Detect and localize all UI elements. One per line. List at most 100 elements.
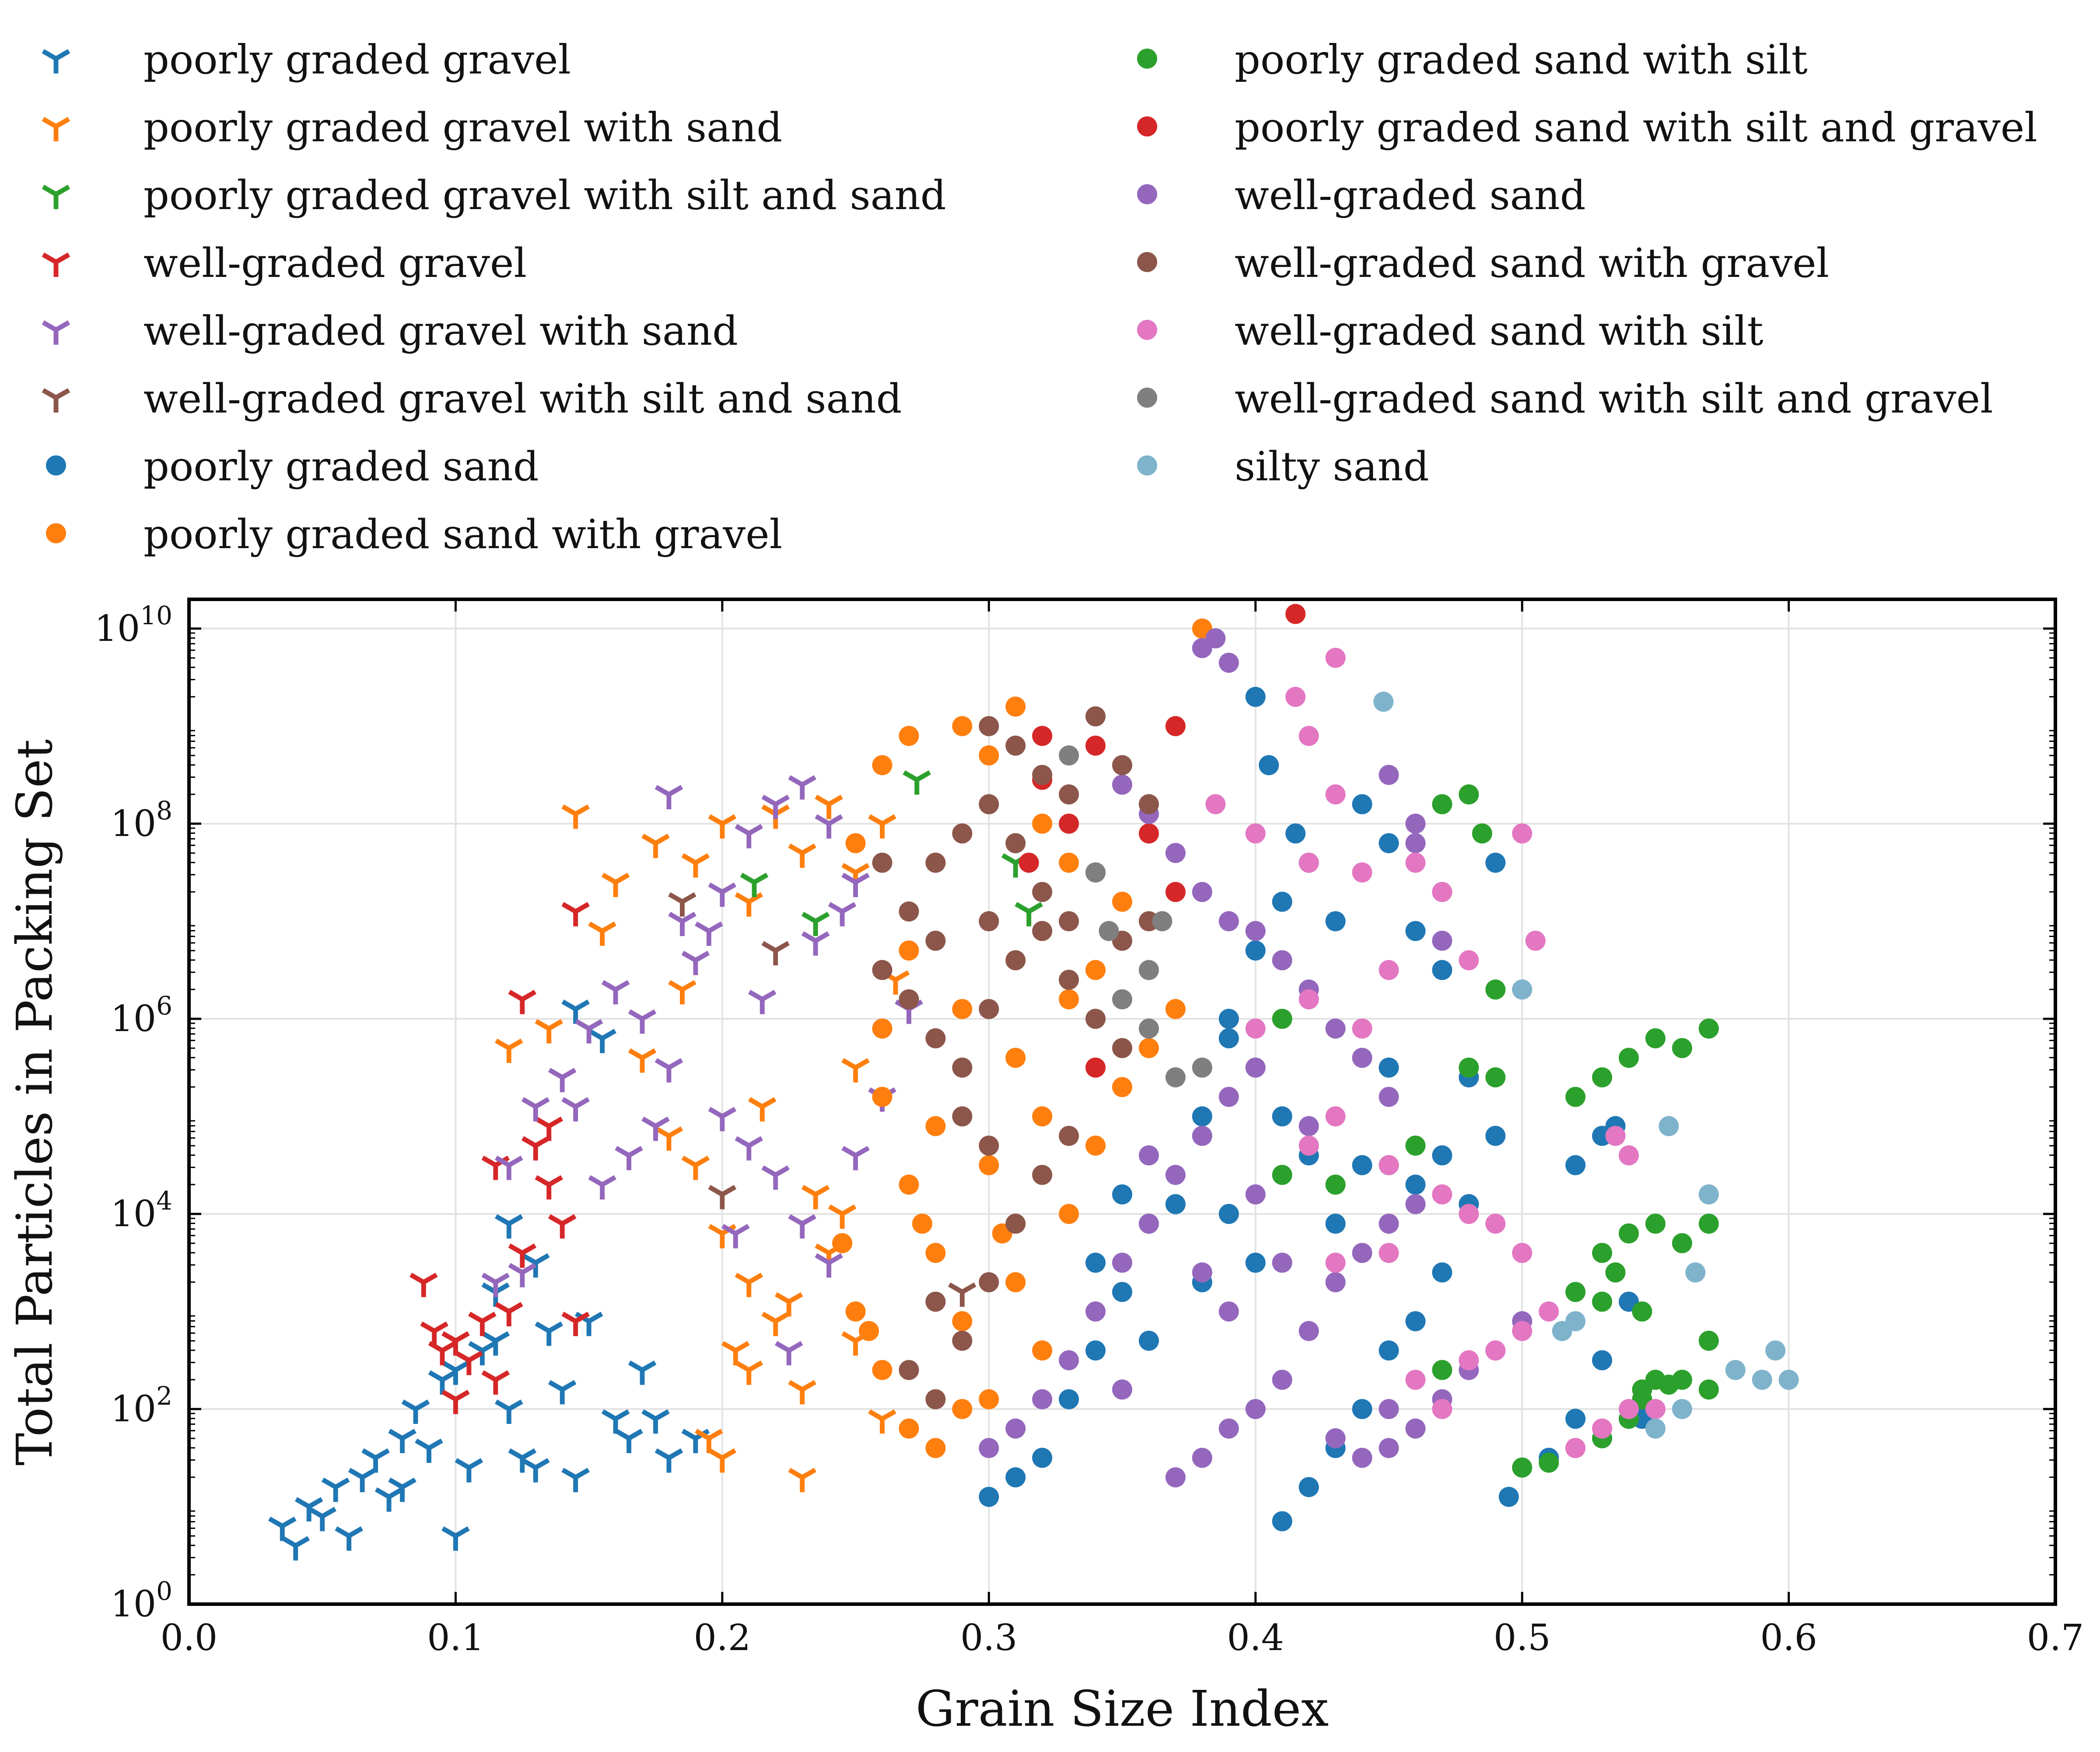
data-point — [1245, 823, 1266, 844]
data-point — [628, 1360, 657, 1385]
data-point — [845, 1301, 866, 1322]
data-point — [952, 1311, 973, 1332]
data-point — [1059, 853, 1079, 873]
series-well-graded-sand-with-silt — [1205, 647, 1666, 1458]
data-point — [925, 1389, 946, 1409]
data-point — [1005, 1048, 1026, 1068]
data-point — [1218, 1087, 1239, 1107]
data-point — [979, 794, 999, 815]
data-point — [1298, 726, 1319, 746]
data-point — [1698, 1213, 1719, 1234]
legend-label: well-graded gravel with silt and sand — [144, 375, 902, 422]
data-point — [495, 1039, 523, 1063]
data-point — [601, 873, 630, 897]
data-point — [1432, 882, 1452, 902]
data-point — [695, 921, 723, 946]
data-point — [681, 853, 710, 878]
data-point — [1112, 755, 1132, 776]
data-point — [1379, 1155, 1399, 1175]
data-point — [761, 1311, 790, 1336]
data-point — [1112, 1038, 1132, 1058]
legend-item: well-graded gravel with silt and sand — [42, 375, 902, 422]
data-point — [1592, 1291, 1612, 1312]
data-point — [872, 1087, 892, 1107]
data-point — [1165, 1194, 1186, 1214]
legend-label: poorly graded gravel — [144, 36, 571, 83]
data-point — [1112, 1252, 1132, 1273]
data-point — [1605, 1126, 1626, 1146]
data-point — [1485, 979, 1506, 1000]
data-point — [1379, 1340, 1399, 1361]
data-points — [268, 604, 1799, 1561]
data-point — [1272, 892, 1292, 912]
data-point — [1512, 1457, 1533, 1478]
data-point — [548, 1068, 577, 1092]
data-point — [1325, 1272, 1346, 1293]
data-point — [1552, 1321, 1572, 1341]
data-point — [668, 912, 696, 936]
data-point — [1592, 1350, 1612, 1371]
data-point — [1432, 1184, 1452, 1205]
legend-label: well-graded sand with silt and gravel — [1235, 375, 1993, 422]
data-point — [1298, 1135, 1319, 1156]
data-point — [1379, 833, 1399, 853]
series-poorly-graded-sand-with-silt-and-gravel — [1018, 604, 1306, 1078]
data-point — [1565, 1155, 1586, 1175]
legend-item: poorly graded sand with gravel — [46, 511, 782, 558]
data-point — [535, 1175, 564, 1200]
data-point — [1325, 1213, 1346, 1234]
data-point — [1379, 1087, 1399, 1107]
x-tick-label: 0.7 — [2027, 1617, 2084, 1659]
legend-label: poorly graded sand with silt — [1235, 36, 1808, 83]
data-point — [815, 814, 843, 839]
data-point — [1245, 1399, 1266, 1419]
x-tick-label: 0.4 — [1227, 1617, 1284, 1659]
series-poorly-graded-sand — [979, 687, 1652, 1532]
data-point — [1245, 1184, 1266, 1205]
x-tick-label: 0.1 — [427, 1617, 484, 1659]
data-point — [1218, 1028, 1239, 1049]
data-point — [1352, 1399, 1372, 1419]
legend-label: poorly graded sand — [144, 443, 539, 490]
data-point — [415, 1438, 443, 1463]
data-point — [1192, 1126, 1212, 1146]
data-point — [868, 1409, 896, 1434]
data-point — [925, 1438, 946, 1458]
data-point — [1605, 1262, 1626, 1283]
data-point — [1352, 1048, 1372, 1068]
data-point — [1672, 1038, 1692, 1058]
data-point — [681, 1155, 710, 1180]
data-point — [1432, 794, 1452, 815]
data-point — [1298, 853, 1319, 873]
series-poorly-graded-gravel-with-sand — [495, 794, 910, 1493]
legend-marker — [1137, 252, 1157, 272]
data-point — [410, 1273, 438, 1297]
legend-marker — [1137, 49, 1157, 69]
data-point — [859, 1321, 879, 1341]
data-point — [1325, 1252, 1346, 1273]
data-point — [535, 1116, 564, 1141]
legend-label: well-graded gravel with sand — [144, 308, 738, 354]
y-tick-label: 102 — [111, 1381, 172, 1430]
data-point — [1059, 1126, 1079, 1146]
data-point — [735, 1273, 763, 1297]
data-point — [1005, 1213, 1026, 1234]
data-point — [1565, 1438, 1586, 1458]
series-silty-sand — [1373, 692, 1799, 1439]
data-point — [681, 951, 710, 976]
data-point — [695, 1429, 723, 1453]
data-point — [1192, 1106, 1212, 1126]
data-point — [872, 853, 892, 873]
data-point — [628, 1048, 657, 1073]
data-point — [748, 990, 777, 1014]
data-point — [1659, 1116, 1679, 1137]
x-tick-label: 0.3 — [960, 1617, 1017, 1659]
data-point — [708, 882, 737, 907]
data-point — [903, 770, 931, 795]
data-point — [1459, 1350, 1479, 1371]
data-point — [654, 1058, 683, 1083]
data-point — [979, 999, 999, 1019]
data-point — [1032, 921, 1053, 941]
series-poorly-graded-gravel — [268, 999, 710, 1561]
x-tick-label: 0.2 — [694, 1617, 751, 1659]
